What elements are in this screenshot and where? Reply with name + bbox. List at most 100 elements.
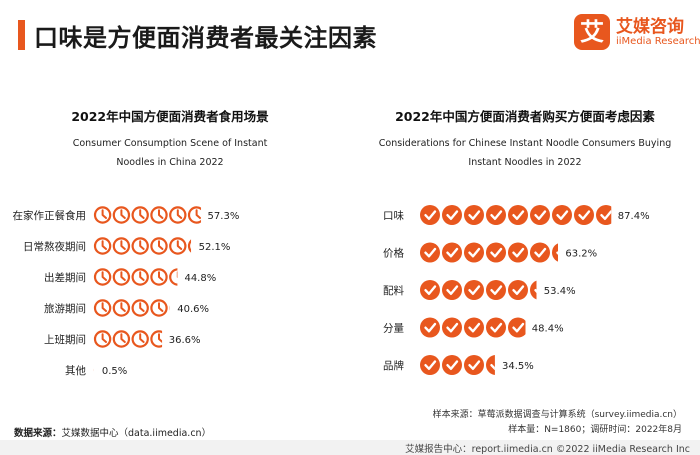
check-mark bbox=[424, 322, 437, 333]
clock-hands bbox=[158, 209, 164, 220]
check-disc bbox=[486, 280, 506, 300]
clock-icon bbox=[131, 268, 149, 286]
category-label: 价格 bbox=[383, 247, 404, 260]
check-icon bbox=[508, 280, 528, 300]
check-disc bbox=[530, 280, 537, 300]
check-disc bbox=[508, 205, 528, 225]
category-label: 上班期间 bbox=[44, 333, 86, 346]
value-label: 57.3% bbox=[208, 211, 240, 222]
clock-icon bbox=[169, 268, 178, 286]
brand-logo: 艾 艾媒咨询 iiMedia Research bbox=[574, 12, 700, 58]
clock-icon bbox=[131, 330, 149, 348]
check-disc bbox=[420, 317, 440, 338]
check-disc bbox=[486, 317, 506, 338]
check-icon bbox=[596, 205, 612, 225]
right-chart-title: 2022年中国方便面消费者购买方便面考虑因素 bbox=[395, 109, 655, 124]
check-mark bbox=[490, 364, 495, 370]
bar-row: 上班期间 36.6% bbox=[44, 330, 201, 348]
clock-hands bbox=[120, 271, 126, 282]
check-icon bbox=[420, 242, 440, 263]
check-disc bbox=[574, 205, 594, 225]
clock-hands bbox=[120, 302, 126, 313]
clock-face bbox=[169, 268, 178, 286]
bar-row: 分量 48.4% bbox=[383, 317, 564, 338]
check-mark bbox=[512, 210, 525, 220]
check-disc bbox=[464, 205, 484, 225]
clock-hands bbox=[120, 240, 126, 251]
clock-icon bbox=[150, 268, 168, 286]
value-label: 48.4% bbox=[532, 324, 564, 335]
check-disc bbox=[442, 355, 462, 375]
check-mark bbox=[556, 210, 569, 220]
check-disc bbox=[552, 205, 572, 225]
check-icon bbox=[442, 242, 462, 263]
left-chart-header: 2022年中国方便面消费者食用场景 Consumer Consumption S… bbox=[20, 106, 320, 172]
check-icon bbox=[464, 280, 484, 300]
check-icon bbox=[442, 355, 462, 375]
data-source: 数据来源：艾媒数据中心（data.iimedia.cn） bbox=[14, 425, 211, 439]
check-icon bbox=[420, 355, 440, 375]
check-mark bbox=[490, 285, 503, 295]
bar-row: 价格 63.2% bbox=[383, 242, 597, 263]
clock-icon bbox=[112, 330, 131, 348]
clock-icon bbox=[93, 299, 112, 317]
data-source-label: 数据来源： bbox=[14, 428, 62, 439]
check-mark bbox=[490, 322, 503, 333]
value-label: 87.4% bbox=[618, 211, 650, 222]
value-label: 36.6% bbox=[169, 335, 201, 346]
check-mark bbox=[446, 360, 459, 370]
check-icon bbox=[530, 280, 537, 300]
check-mark bbox=[424, 247, 437, 258]
category-label: 其他 bbox=[65, 364, 86, 377]
clock-icon bbox=[131, 206, 149, 224]
clock-hands bbox=[120, 209, 126, 220]
clock-hands bbox=[176, 271, 178, 278]
check-disc bbox=[508, 280, 528, 300]
category-label: 旅游期间 bbox=[44, 302, 86, 315]
clock-icon bbox=[187, 239, 192, 253]
check-mark bbox=[468, 210, 481, 220]
value-label: 52.1% bbox=[199, 242, 231, 253]
category-label: 分量 bbox=[383, 323, 404, 335]
check-disc bbox=[486, 205, 506, 225]
check-mark bbox=[512, 322, 525, 333]
right-chart-subtitle-line2: Instant Noodles in 2022 bbox=[468, 157, 582, 168]
logo-name-en: iiMedia Research bbox=[616, 36, 700, 47]
check-icon bbox=[464, 205, 484, 225]
check-disc bbox=[442, 205, 462, 225]
bar-row: 其他 0.5% bbox=[65, 364, 127, 377]
clock-hands bbox=[195, 209, 202, 220]
clock-hands bbox=[158, 302, 164, 313]
check-disc bbox=[486, 242, 506, 263]
clock-hands bbox=[101, 333, 108, 344]
check-icon bbox=[420, 205, 440, 225]
check-mark bbox=[446, 285, 459, 295]
clock-hands bbox=[158, 333, 163, 343]
check-icon bbox=[442, 317, 462, 338]
right-chart-subtitle-line1: Considerations for Chinese Instant Noodl… bbox=[378, 138, 672, 149]
check-mark bbox=[468, 285, 481, 295]
logo-mark-icon: 艾 bbox=[574, 14, 610, 50]
category-label: 配料 bbox=[383, 284, 404, 297]
title-accent-bar bbox=[18, 20, 25, 50]
check-disc bbox=[508, 242, 528, 263]
check-disc bbox=[464, 355, 484, 375]
clock-icon bbox=[112, 268, 131, 286]
clock-icon bbox=[169, 206, 187, 224]
check-disc bbox=[442, 317, 462, 338]
clock-icon bbox=[169, 237, 187, 255]
sample-info: 样本量：N=1860；调研时间：2022年8月 bbox=[508, 425, 682, 435]
clock-hands bbox=[101, 302, 108, 313]
clock-hands bbox=[158, 271, 164, 282]
check-mark bbox=[578, 210, 591, 220]
check-icon bbox=[486, 280, 506, 300]
clock-hands bbox=[176, 240, 183, 251]
check-disc bbox=[442, 280, 462, 300]
clock-hands bbox=[139, 302, 145, 313]
check-icon bbox=[486, 355, 495, 375]
clock-hands bbox=[139, 333, 145, 344]
clock-icon bbox=[93, 237, 112, 255]
check-icon bbox=[530, 205, 550, 225]
bar-row: 口味 87.4% bbox=[383, 205, 650, 225]
category-label: 口味 bbox=[383, 210, 404, 222]
